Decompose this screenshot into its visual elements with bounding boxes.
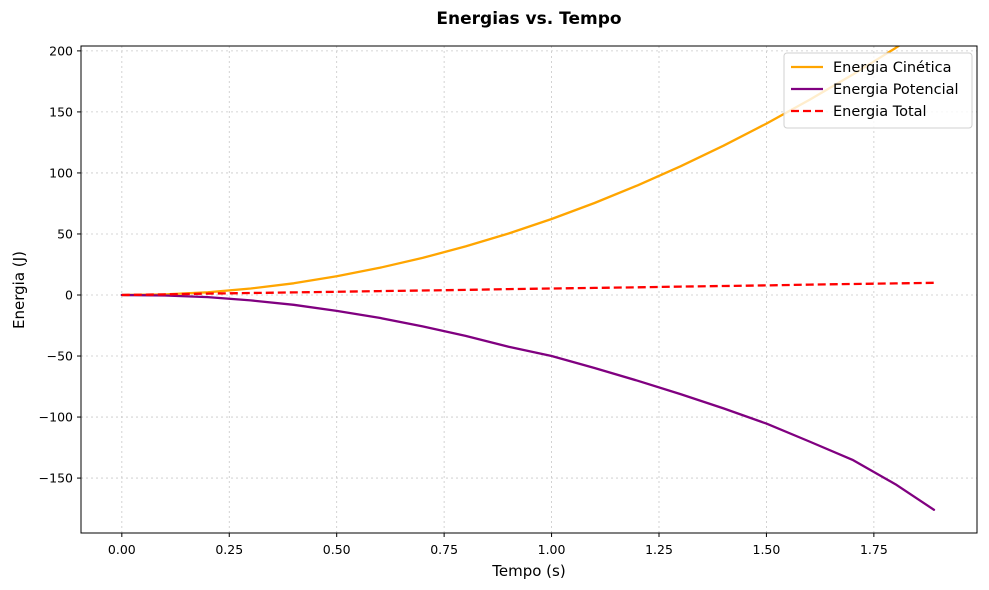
x-tick-label: 1.00 xyxy=(538,542,566,557)
total-energy-line xyxy=(121,281,935,297)
x-tick-label: 0.25 xyxy=(215,542,243,557)
x-tick-label: 1.75 xyxy=(860,542,888,557)
x-axis-label: Tempo (s) xyxy=(491,562,565,580)
x-tick-label: 1.50 xyxy=(753,542,781,557)
legend-label: Energia Total xyxy=(833,104,927,120)
y-tick-label: −50 xyxy=(47,349,73,364)
y-tick-label: 0 xyxy=(65,287,73,302)
legend-label: Energia Cinética xyxy=(833,60,952,76)
y-tick-label: 200 xyxy=(49,43,73,58)
x-tick-label: 0.00 xyxy=(108,542,136,557)
x-tick-label: 1.25 xyxy=(645,542,673,557)
y-tick-label: −150 xyxy=(39,471,73,486)
legend-box xyxy=(783,52,973,129)
legend-entry-total: Energia Total xyxy=(791,104,927,120)
legend-entry-kinetic: Energia Cinética xyxy=(791,60,952,76)
y-tick-label: 50 xyxy=(57,226,73,241)
legend-label: Energia Potencial xyxy=(833,82,959,98)
y-tick-label: 100 xyxy=(49,165,73,180)
legend: Energia Cinética Energia Potencial Energia… xyxy=(783,52,973,129)
grid xyxy=(81,46,977,533)
y-axis: −150 −100 −50 0 50 100 150 200 xyxy=(39,43,81,486)
chart-title: Energias vs. Tempo xyxy=(436,9,621,29)
x-tick-label: 0.75 xyxy=(430,542,458,557)
y-tick-label: 150 xyxy=(49,104,73,119)
potential-energy-line xyxy=(120,293,936,511)
x-axis: 0.00 0.25 0.50 0.75 1.00 1.25 1.50 1.75 xyxy=(108,533,888,557)
plot-frame xyxy=(80,45,978,534)
legend-entry-potential: Energia Potencial xyxy=(791,82,959,98)
y-axis-label: Energia (J) xyxy=(10,251,28,329)
y-tick-label: −100 xyxy=(39,410,73,425)
x-tick-label: 0.50 xyxy=(323,542,351,557)
